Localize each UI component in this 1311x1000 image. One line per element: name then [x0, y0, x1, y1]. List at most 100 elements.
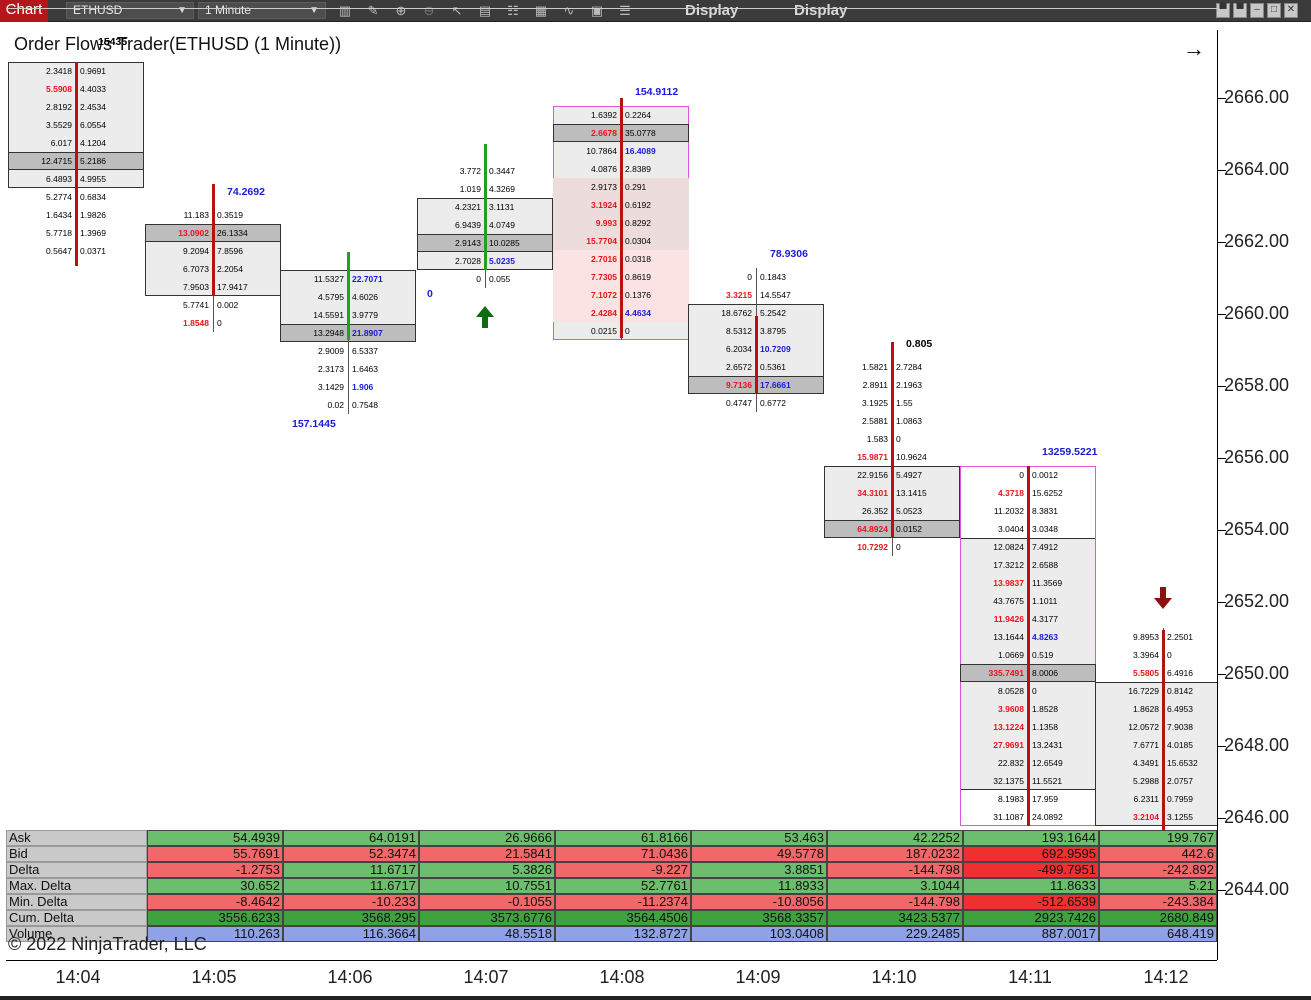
bid-value: 3.3215	[726, 290, 752, 300]
table-cell: 30.652	[147, 878, 283, 894]
ask-value: 0.6772	[760, 398, 786, 408]
bid-value: 12.4715	[41, 156, 72, 166]
bid-value: 2.9009	[318, 346, 344, 356]
arrow-right-icon[interactable]: →	[1183, 36, 1205, 61]
bid-value: 1.019	[459, 184, 481, 194]
footprint-row: 6.017 4.1204	[8, 134, 144, 152]
price-label: 2652.00	[1224, 591, 1290, 611]
footprint-row: 18.6762 5.2542	[688, 304, 824, 322]
data-box-icon[interactable]: ▤	[478, 3, 492, 18]
footprint-row: 0.5647 0.0371	[8, 242, 144, 260]
order-flow-table: Ask 54.4939 64.0191 26.9666 61.8166 53.463 42.…	[6, 830, 1217, 958]
table-cell: 54.4939	[147, 830, 283, 846]
bid-value: 9.8953	[1133, 632, 1159, 642]
menu-icon[interactable]: ☰	[619, 3, 631, 18]
ask-value: 5.0523	[896, 506, 922, 516]
price-label: 2664.00	[1224, 159, 1290, 179]
footprint-row: 9.7136 17.6661	[688, 376, 824, 394]
draw-tools-icon[interactable]: ✎	[367, 3, 379, 18]
table-row: Volume 110.263 116.3664 48.5518 132.8727 103.…	[6, 926, 1217, 942]
bid-value: 17.3212	[993, 560, 1024, 570]
bid-value: 8.0528	[998, 686, 1024, 696]
table-cell: 53.463	[691, 830, 827, 846]
footprint-row: 5.5908 4.4033	[8, 80, 144, 98]
table-cell: 3568.295	[283, 910, 419, 926]
price-label: 2658.00	[1224, 375, 1290, 395]
footprint-row: 0 0.055	[417, 270, 553, 288]
candle-wick	[212, 184, 215, 296]
bid-value: 11.2032	[993, 506, 1024, 516]
footprint-row: 2.3418 0.9691	[8, 62, 144, 80]
bar-style-icon[interactable]: ▥	[338, 3, 352, 18]
properties-icon[interactable]: ☷	[507, 3, 519, 18]
bid-value: 2.6678	[591, 128, 617, 138]
table-cell: 48.5518	[419, 926, 555, 942]
zoom-in-icon[interactable]: ⊕	[395, 3, 407, 18]
table-cell: 132.8727	[555, 926, 691, 942]
display-button-2[interactable]: Display	[794, 2, 848, 19]
templates-icon[interactable]: ▣	[590, 3, 604, 18]
window-tile-icon[interactable]: ▀	[1216, 3, 1230, 18]
instrument-selector[interactable]: ETHUSD ▼	[66, 2, 194, 19]
display-button-1[interactable]: Display	[685, 2, 739, 19]
footprint-row: 2.9009 6.5337	[280, 342, 416, 360]
maximize-icon[interactable]: □	[1267, 3, 1281, 18]
bid-value: 26.352	[862, 506, 888, 516]
ask-value: 13.2431	[1032, 740, 1063, 750]
chart-tab[interactable]: Chart	[0, 0, 48, 22]
plot-area[interactable]	[6, 8, 1217, 938]
table-cell: 71.0436	[555, 846, 691, 862]
strategies-icon[interactable]: ∿	[563, 3, 575, 18]
bid-value: 1.0669	[998, 650, 1024, 660]
bid-value: 13.2948	[313, 328, 344, 338]
chevron-down-icon: ▼	[309, 5, 319, 16]
bid-value: 16.7229	[1128, 686, 1159, 696]
bid-value: 4.3491	[1133, 758, 1159, 768]
interval-selector[interactable]: 1 Minute ▼	[198, 2, 326, 19]
ask-value: 0	[217, 318, 222, 328]
bid-value: 7.7305	[591, 272, 617, 282]
footprint-row: 4.5795 4.6026	[280, 288, 416, 306]
ask-value: 0	[1032, 686, 1037, 696]
volume-label: 0	[427, 288, 433, 300]
price-label: 2666.00	[1224, 87, 1290, 107]
footprint-row: 5.2774 0.6834	[8, 188, 144, 206]
bottom-scrollbar[interactable]	[0, 996, 1311, 1000]
volume-label: 74.2692	[227, 186, 265, 198]
indicators-icon[interactable]: ▦	[534, 3, 548, 18]
pointer-icon[interactable]: ↖	[451, 3, 463, 18]
time-axis[interactable]: 14:04 14:05 14:06 14:07 14:08 14:09 14:10 14:11…	[6, 960, 1217, 996]
footprint-row: 1.5821 2.7284	[824, 358, 960, 376]
bid-value: 6.2034	[726, 344, 752, 354]
price-axis[interactable]: 2666.00 2664.00 2662.00 2660.00 2658.00 2656.…	[1217, 30, 1305, 960]
minimize-icon[interactable]: –	[1250, 3, 1264, 18]
bid-value: 13.0902	[178, 228, 209, 238]
footprint-row: 11.2032 8.3831	[960, 502, 1096, 520]
candle-wick	[484, 144, 487, 270]
zoom-out-icon[interactable]: ⊖	[423, 3, 435, 18]
bid-value: 4.2321	[455, 202, 481, 212]
footprint-row: 27.9691 13.2431	[960, 736, 1096, 754]
table-cell: -11.2374	[555, 894, 691, 910]
table-cell: 3564.4506	[555, 910, 691, 926]
table-cell: 26.9666	[419, 830, 555, 846]
bid-value: 14.5591	[313, 310, 344, 320]
window-tile2-icon[interactable]: ▀	[1233, 3, 1247, 18]
close-icon[interactable]: ✕	[1284, 3, 1298, 18]
bid-value: 3.1429	[318, 382, 344, 392]
footprint-row: 11.9426 4.3177	[960, 610, 1096, 628]
table-cell: 64.0191	[283, 830, 419, 846]
price-tick	[1218, 314, 1226, 315]
price-label: 2644.00	[1224, 879, 1290, 899]
bid-value: 0	[476, 274, 481, 284]
bid-value: 7.9503	[183, 282, 209, 292]
table-row-header: Min. Delta	[6, 894, 147, 910]
ask-value: 4.3177	[1032, 614, 1058, 624]
bid-value: 32.1375	[993, 776, 1024, 786]
footprint-row: 5.5805 6.4916	[1095, 664, 1231, 682]
bid-value: 64.8924	[857, 524, 888, 534]
bid-value: 3.2104	[1133, 812, 1159, 822]
footprint-row: 2.4284 4.4634	[553, 304, 689, 322]
price-label: 2654.00	[1224, 519, 1290, 539]
bid-value: 1.5821	[862, 362, 888, 372]
